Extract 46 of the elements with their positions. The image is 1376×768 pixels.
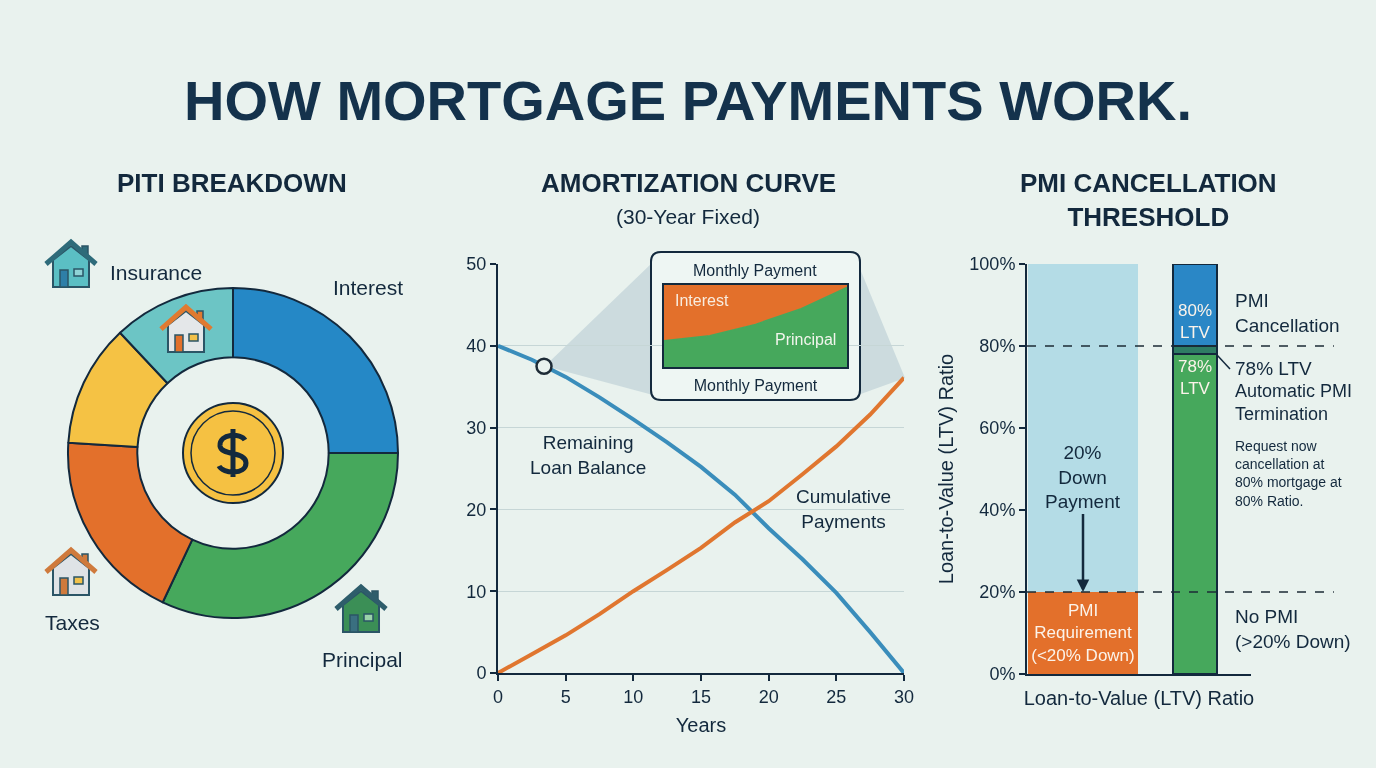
- text: HOW MORTGAGE PAYMENTS WORK.: [184, 69, 1192, 132]
- y-tick-label: 30: [466, 417, 487, 438]
- chart-title: PMI CANCELLATION THRESHOLD: [1020, 168, 1277, 232]
- data-label: 78% LTV: [1177, 357, 1213, 399]
- y-tick-label: 40: [466, 336, 487, 357]
- ref-line-label: PMI Cancellation: [1235, 290, 1340, 336]
- series-label: Interest: [675, 292, 729, 309]
- series-label: Principal: [775, 331, 837, 348]
- annotation: 80% LTV: [1178, 301, 1213, 343]
- x-tick-label: 25: [826, 686, 847, 707]
- x-axis-title: Monthly Payment: [693, 377, 818, 394]
- y-tick-label: 60%: [979, 418, 1016, 439]
- x-tick-label: 10: [623, 686, 644, 707]
- y-axis-title: Loan-to-Value (LTV) Ratio: [935, 353, 958, 585]
- data-label: PMI Requirement (<20% Down): [1031, 601, 1135, 665]
- y-tick-label: 0%: [989, 664, 1016, 685]
- x-tick-label: 0: [492, 686, 504, 707]
- annotation: 20% Down Payment: [1045, 442, 1121, 513]
- y-tick-label: 0: [476, 663, 487, 684]
- y-tick-label: 20%: [979, 582, 1016, 603]
- y-tick-label: 10: [466, 581, 487, 602]
- y-tick-label: 100%: [969, 254, 1016, 275]
- x-tick-label: 30: [893, 686, 915, 707]
- chart-subtitle: (30-Year Fixed): [616, 205, 760, 228]
- x-tick-label: 20: [758, 686, 779, 707]
- x-axis-title: Loan-to-Value (LTV) Ratio: [1023, 686, 1255, 709]
- x-tick-label: 5: [560, 686, 571, 707]
- chart-title: AMORTIZATION CURVE: [541, 168, 837, 198]
- series-label: Cumulative Payments: [796, 486, 892, 532]
- x-tick-label: 15: [690, 686, 712, 707]
- x-axis-title: Years: [675, 713, 727, 736]
- y-tick-label: 50: [466, 254, 487, 275]
- ref-line-label: No PMI (>20% Down): [1235, 606, 1351, 652]
- series-label: Remaining Loan Balance: [530, 432, 647, 478]
- slice-label: Principal: [322, 648, 403, 671]
- annotation: Automatic PMI Termination: [1235, 381, 1353, 425]
- chart-title: PITI BREAKDOWN: [117, 168, 347, 198]
- annotation: Request now cancellation at 80% mortgage at 80% Ratio.: [1235, 438, 1342, 509]
- slice-label: Insurance: [110, 261, 203, 284]
- annotation: 78% LTV: [1235, 358, 1313, 379]
- slice-label: Interest: [333, 276, 404, 299]
- slice-label: Taxes: [45, 611, 100, 634]
- y-tick-label: 20: [466, 499, 487, 520]
- y-tick-label: 40%: [979, 500, 1016, 521]
- chart-title: Monthly Payment: [693, 262, 818, 279]
- y-tick-label: 80%: [979, 336, 1016, 357]
